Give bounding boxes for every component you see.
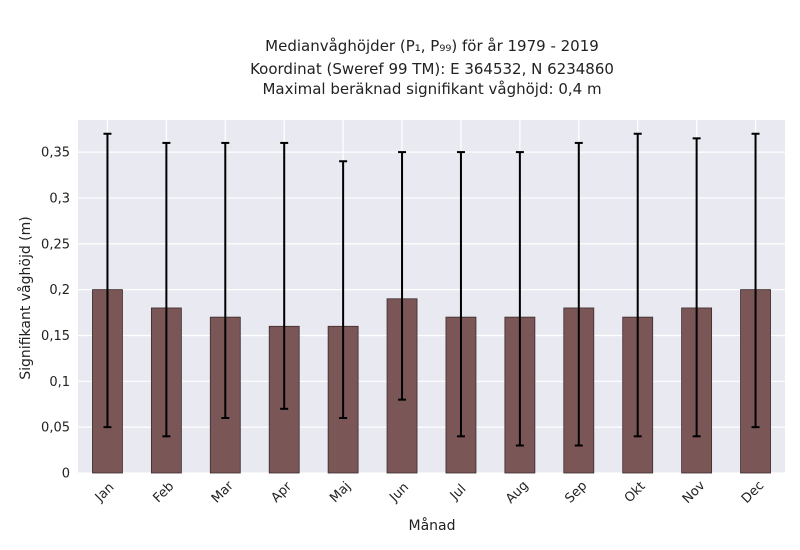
y-tick-label: 0,05 [41, 421, 70, 436]
y-tick-label: 0 [62, 467, 70, 482]
x-tick-label-apr: Apr [268, 479, 295, 506]
chart-title: Medianvåghöjder (P₁, P₉₉) för år 1979 - … [250, 37, 614, 98]
error-bar-sep [574, 141, 583, 447]
error-bar-nov [692, 137, 701, 438]
y-tick-label: 0,15 [41, 329, 70, 344]
x-axis-ticks: Jan Feb Mar Apr Maj Jun Jul Aug Sep Okt Nov Dec [92, 478, 767, 507]
x-axis-label: Månad [409, 517, 456, 534]
error-bars [103, 132, 760, 447]
y-tick-label: 0,35 [41, 146, 70, 161]
chart-title-line-3: Maximal beräknad signifikant våghöjd: 0,… [262, 80, 601, 98]
x-tick-label-okt: Okt [622, 479, 649, 506]
x-tick-label-sep: Sep [562, 479, 590, 507]
error-bar-mar [221, 141, 230, 419]
x-tick-label-feb: Feb [150, 479, 177, 506]
error-bar-apr [280, 141, 289, 410]
chart-title-line-2: Koordinat (Sweref 99 TM): E 364532, N 62… [250, 60, 614, 78]
y-tick-label: 0,25 [41, 237, 70, 252]
y-tick-label: 0,2 [49, 283, 70, 298]
error-bar-okt [633, 132, 642, 438]
x-tick-label-maj: Maj [327, 479, 354, 506]
error-bar-jun [398, 151, 407, 401]
error-bar-feb [162, 141, 171, 438]
chart-title-line-1: Medianvåghöjder (P₁, P₉₉) för år 1979 - … [265, 37, 599, 55]
error-bar-maj [339, 160, 348, 419]
x-tick-label-nov: Nov [680, 478, 709, 507]
y-axis-ticks: 0 0,05 0,1 0,15 0,2 0,25 0,3 0,35 [41, 146, 70, 482]
x-tick-label-jul: Jul [447, 482, 469, 504]
x-tick-label-mar: Mar [209, 478, 237, 506]
plot-area [78, 120, 785, 473]
y-tick-label: 0,1 [49, 375, 70, 390]
x-tick-label-aug: Aug [503, 478, 532, 507]
error-bar-jul [456, 151, 465, 438]
y-axis-label: Signifikant våghöjd (m) [17, 216, 34, 379]
x-tick-label-dec: Dec [739, 478, 767, 506]
error-bar-dec [751, 132, 760, 429]
error-bar-aug [515, 151, 524, 447]
error-bar-jan [103, 132, 112, 429]
x-tick-label-jan: Jan [92, 480, 117, 505]
x-tick-label-jun: Jun [386, 480, 412, 506]
y-tick-label: 0,3 [49, 191, 70, 206]
